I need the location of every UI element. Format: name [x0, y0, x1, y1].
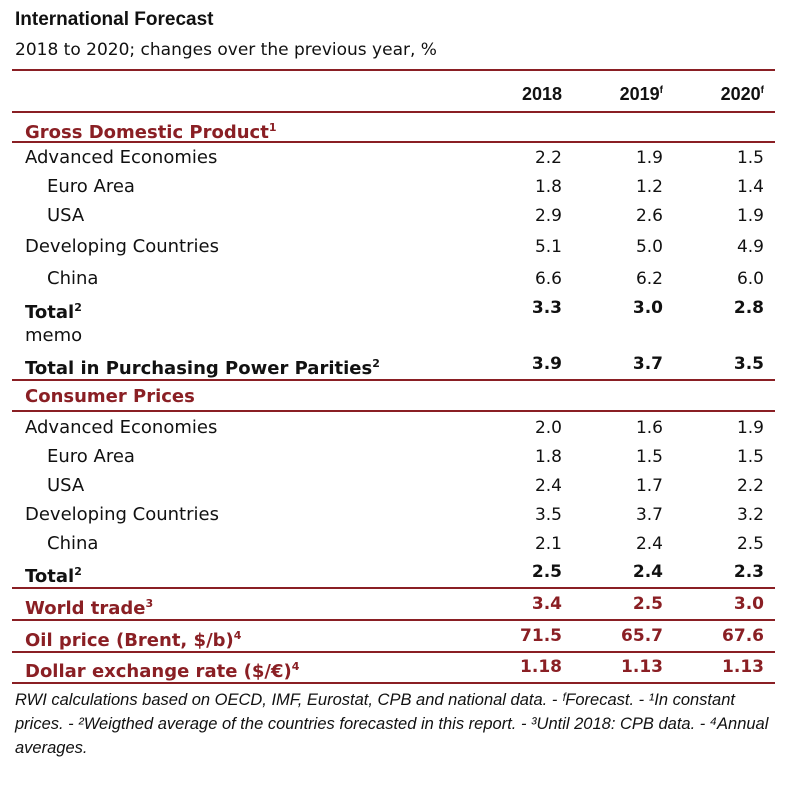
- table-row-total: Total2 3.3 3.0 2.8: [25, 298, 764, 323]
- table-row-ppp: Total in Purchasing Power Parities2 3.9 …: [25, 354, 764, 379]
- table-row: Euro Area 1.8 1.5 1.5: [47, 446, 764, 467]
- header-rule: [12, 111, 775, 113]
- table-row-exchange-rate: Dollar exchange rate ($/€)4 1.18 1.13 1.…: [25, 657, 764, 682]
- top-rule: [12, 69, 775, 71]
- table-row: China 6.6 6.2 6.0: [47, 268, 764, 289]
- table-row: Advanced Economies 2.0 1.6 1.9: [25, 417, 764, 438]
- column-header: 2020f: [720, 84, 764, 104]
- table-row-memo: memo: [25, 325, 83, 346]
- section-rule: [12, 651, 775, 653]
- table-row-oil-price: Oil price (Brent, $/b)4 71.5 65.7 67.6: [25, 626, 764, 651]
- table-row: Developing Countries 5.1 5.0 4.9: [25, 236, 764, 257]
- column-header-row: 2018 2019f 2020f: [12, 77, 775, 105]
- table-subtitle: 2018 to 2020; changes over the previous …: [15, 40, 437, 60]
- table-row-total: Total2 2.5 2.4 2.3: [25, 562, 764, 587]
- column-header: 2019f: [619, 84, 663, 104]
- table-row: China 2.1 2.4 2.5: [47, 533, 764, 554]
- section-heading-gdp: Gross Domestic Product1: [25, 121, 277, 143]
- bottom-rule: [12, 682, 775, 684]
- section-rule: [12, 379, 775, 381]
- table-background: [12, 70, 775, 696]
- column-header: 2018: [521, 84, 562, 104]
- table-row: Euro Area 1.8 1.2 1.4: [47, 176, 764, 197]
- section-rule: [12, 587, 775, 589]
- section-rule: [12, 619, 775, 621]
- table-row: Developing Countries 3.5 3.7 3.2: [25, 504, 764, 525]
- table-row: USA 2.9 2.6 1.9: [47, 205, 764, 226]
- table-row-world-trade: World trade3 3.4 2.5 3.0: [25, 594, 764, 619]
- table-row: USA 2.4 1.7 2.2: [47, 475, 764, 496]
- table-row: Advanced Economies 2.2 1.9 1.5: [25, 147, 764, 168]
- footnote: RWI calculations based on OECD, IMF, Eur…: [15, 691, 769, 757]
- section-heading-cpi: Consumer Prices: [25, 386, 195, 407]
- section-rule: [12, 141, 775, 143]
- section-rule: [12, 410, 775, 412]
- table-title: International Forecast: [15, 9, 214, 30]
